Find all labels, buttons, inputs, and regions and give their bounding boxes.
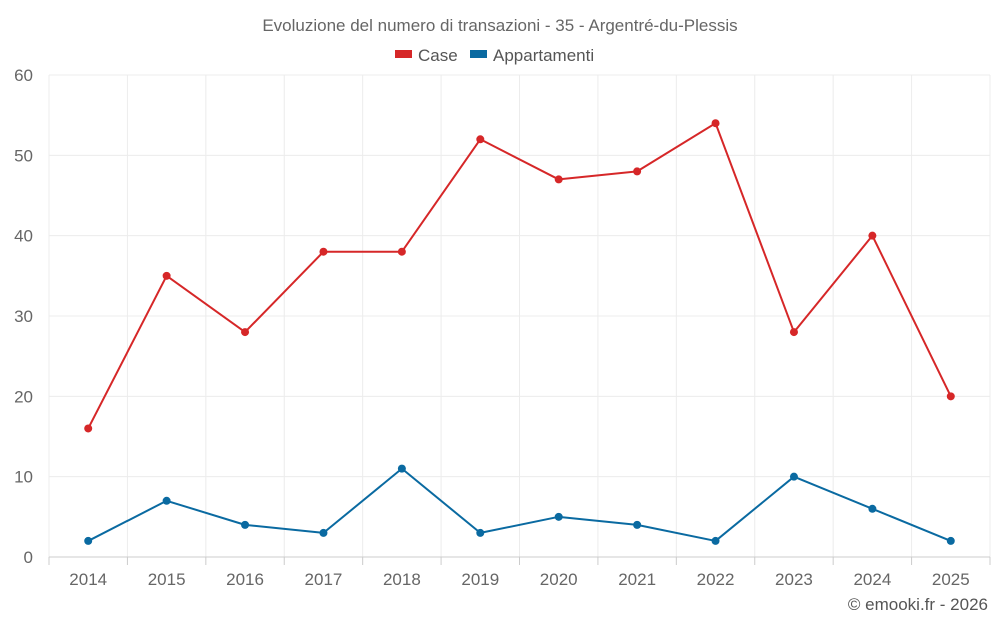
point-appartamenti-2014[interactable] [84,536,93,545]
point-appartamenti-2023[interactable] [789,472,798,481]
y-tick-label: 20 [14,387,33,406]
point-case-2022[interactable] [711,119,720,128]
chart-title: Evoluzione del numero di transazioni - 3… [262,16,737,35]
y-axis: 0 10 20 30 40 50 60 [14,66,33,567]
point-case-2019[interactable] [476,135,485,144]
point-appartamenti-2018[interactable] [397,464,406,473]
point-case-2024[interactable] [868,231,877,240]
point-case-2025[interactable] [946,392,955,401]
series-line-case [87,122,952,429]
point-appartamenti-2025[interactable] [946,536,955,545]
legend-swatch-case [395,50,412,58]
x-tick-label-2014: 2014 [69,570,107,589]
point-appartamenti-2017[interactable] [319,528,328,537]
legend-label-case[interactable]: Case [418,46,458,65]
legend-label-appartamenti[interactable]: Appartamenti [493,46,594,65]
x-tick-label-2024: 2024 [853,570,891,589]
x-tick-label-2016: 2016 [226,570,264,589]
y-tick-label: 50 [14,146,33,165]
series-case [84,119,955,433]
x-tick-label-2021: 2021 [618,570,656,589]
y-tick-label: 30 [14,307,33,326]
point-case-2017[interactable] [319,247,328,256]
x-tick-label-2019: 2019 [461,570,499,589]
series-appartamenti [84,464,955,545]
x-tick-label-2018: 2018 [383,570,421,589]
grid [48,74,991,557]
series [84,119,955,545]
point-case-2020[interactable] [554,175,563,184]
series-line-appartamenti [87,467,952,542]
x-axis: 2014 2015 2016 2017 2018 2019 2020 2021 2022 2023… [48,556,991,589]
point-appartamenti-2016[interactable] [241,520,250,529]
point-case-2016[interactable] [241,328,250,337]
point-case-2015[interactable] [162,271,171,280]
x-tick-label-2015: 2015 [148,570,186,589]
point-appartamenti-2021[interactable] [633,520,642,529]
point-case-2018[interactable] [397,247,406,256]
y-tick-label: 10 [14,468,33,487]
point-appartamenti-2019[interactable] [476,528,485,537]
point-case-2023[interactable] [789,328,798,337]
y-tick-label: 0 [24,548,33,567]
credit-text: © emooki.fr - 2026 [848,595,988,614]
point-appartamenti-2015[interactable] [162,496,171,505]
legend-swatch-appartamenti [470,50,487,58]
x-tick-label-2017: 2017 [305,570,343,589]
point-appartamenti-2020[interactable] [554,512,563,521]
x-tick-label-2023: 2023 [775,570,813,589]
x-tick-label-2025: 2025 [932,570,970,589]
y-tick-label: 40 [14,227,33,246]
x-tick-label-2020: 2020 [540,570,578,589]
point-appartamenti-2024[interactable] [868,504,877,513]
x-tick-label-2022: 2022 [697,570,735,589]
point-case-2014[interactable] [84,424,93,433]
point-case-2021[interactable] [633,167,642,176]
y-tick-label: 60 [14,66,33,85]
point-appartamenti-2022[interactable] [711,536,720,545]
legend: Case Appartamenti [395,46,594,65]
